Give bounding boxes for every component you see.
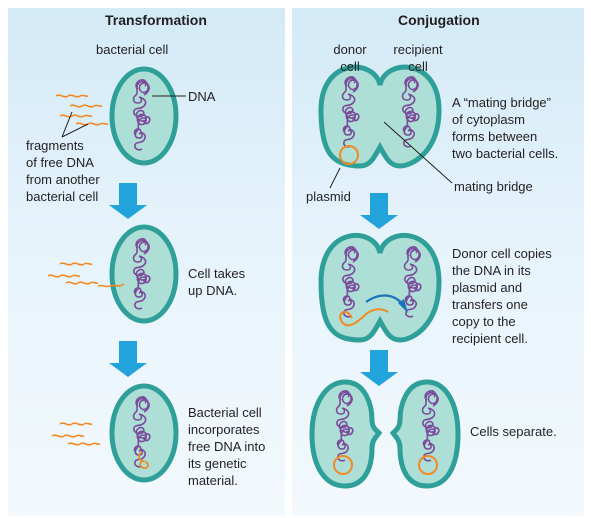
fragments-pointer-lines <box>61 111 89 138</box>
dna-label: DNA <box>188 89 216 104</box>
incorporated-dna <box>138 451 149 469</box>
down-arrow-icon <box>109 341 147 377</box>
plasmid-label: plasmid <box>306 189 351 204</box>
joined-cells-transfer <box>318 232 442 343</box>
mating-bridge-pointer-line <box>383 121 453 184</box>
transformation-step3-label: Bacterial cell incorporates free DNA int… <box>188 405 266 488</box>
conjugation-artwork <box>309 64 461 489</box>
fragments-label: fragments of free DNA from another bacte… <box>26 138 100 204</box>
down-arrow-icon <box>360 350 398 386</box>
bacterial-cell <box>109 66 179 166</box>
transfer-arrowhead-icon <box>398 299 408 313</box>
down-arrow-icon <box>109 183 147 219</box>
plasmid-copy-icon <box>339 308 389 327</box>
plasmid-icon <box>339 145 359 165</box>
recipient-plasmid-icon <box>418 455 438 475</box>
donor-plasmid-icon <box>333 455 353 475</box>
conjugation-title: Conjugation <box>398 12 480 28</box>
recipient-cell-label: recipient cell <box>393 42 443 74</box>
mating-bridge-label: mating bridge <box>454 179 533 194</box>
conjugation-step3-label: Cells separate. <box>470 424 557 439</box>
free-dna-fragments <box>55 94 109 126</box>
transformation-step2-label: Cell takes up DNA. <box>188 266 246 298</box>
bacterial-cell-label: bacterial cell <box>96 42 169 57</box>
donor-cell-separated <box>309 379 383 489</box>
down-arrow-icon <box>360 193 398 229</box>
bacterial-cell <box>109 383 179 483</box>
recipient-cell-separated <box>389 379 461 489</box>
conjugation-step2-label: Donor cell copies the DNA in its plasmid… <box>452 246 552 346</box>
free-dna-fragments <box>51 422 101 446</box>
donor-cell-label: donor cell <box>333 42 367 74</box>
transformation-title: Transformation <box>105 12 207 28</box>
free-dna-fragments <box>47 262 125 288</box>
mating-bridge-note: A “mating bridge” of cytoplasm forms bet… <box>452 95 559 161</box>
plasmid-pointer-line <box>329 167 341 189</box>
joined-cells <box>318 64 442 169</box>
transformation-artwork <box>47 66 186 483</box>
